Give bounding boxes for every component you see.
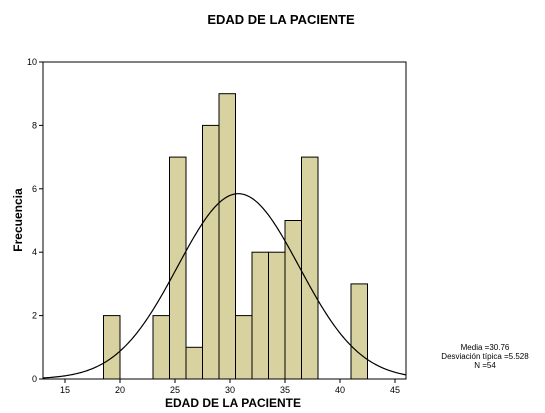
x-tick-label: 35 <box>280 385 290 395</box>
y-tick-label: 10 <box>27 57 37 67</box>
bars-group <box>103 93 368 380</box>
stat-line: Desviación típica =5.528 <box>441 352 529 361</box>
histogram-bar <box>301 156 319 380</box>
histogram-bar <box>103 315 121 380</box>
y-axis: 0 2 4 6 8 10 <box>27 57 43 384</box>
histogram-bar <box>235 315 253 380</box>
x-tick-label: 40 <box>335 385 345 395</box>
x-tick-label: 25 <box>170 385 180 395</box>
x-tick-label: 15 <box>60 385 70 395</box>
normal-curve <box>42 193 407 379</box>
x-tick-label: 20 <box>115 385 125 395</box>
histogram-bar <box>218 93 236 380</box>
stat-line: N =54 <box>474 361 496 370</box>
histogram-bar <box>251 251 269 380</box>
y-axis-title: Frecuencia <box>11 188 25 252</box>
x-axis-title: EDAD DE LA PACIENTE <box>165 396 301 410</box>
stat-line: Media =30.76 <box>461 343 510 352</box>
y-tick-label: 6 <box>32 184 37 194</box>
y-tick-label: 8 <box>32 120 37 130</box>
y-tick-label: 4 <box>32 247 37 257</box>
x-axis: 15 20 25 30 35 40 45 <box>60 379 400 395</box>
histogram-bar <box>202 124 220 380</box>
y-tick-label: 2 <box>32 311 37 321</box>
y-tick-label: 0 <box>32 374 37 384</box>
histogram-bar <box>169 156 187 380</box>
histogram-bar <box>152 315 170 380</box>
x-tick-label: 30 <box>225 385 235 395</box>
histogram-bar <box>268 251 286 380</box>
histogram-bar <box>350 283 368 380</box>
x-tick-label: 45 <box>390 385 400 395</box>
chart-title: EDAD DE LA PACIENTE <box>207 12 355 27</box>
histogram-bar <box>185 346 203 380</box>
